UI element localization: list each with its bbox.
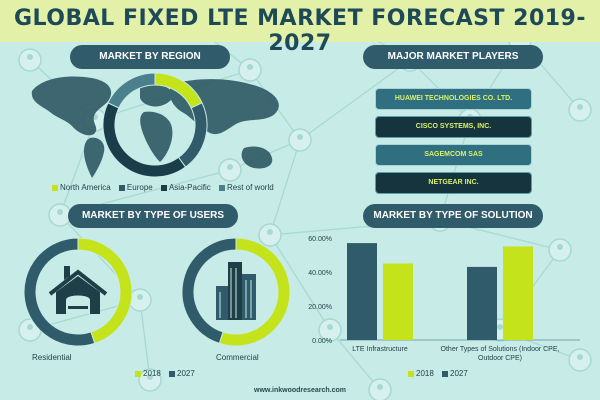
commercial-slices [181, 237, 291, 347]
person-icon [57, 209, 63, 215]
users-legend: 2018 2027 [135, 369, 201, 378]
section-title-players: MAJOR MARKET PLAYERS [363, 45, 543, 69]
bar-2027-1 [503, 246, 533, 340]
network-link [269, 139, 301, 236]
player-huawei: HUAWEI TECHNOLOGIES CO. LTD. [375, 88, 532, 110]
player-netgear: NETGEAR INC. [375, 172, 532, 194]
solution-bar-chart: 0.00% 20.00% 40.00% 60.00% LTE Infrastructur… [308, 236, 580, 362]
person-icon [557, 244, 563, 250]
y-tick-label: 40.00% [308, 270, 332, 277]
footer-url: www.inkwoodresearch.com [254, 387, 346, 394]
person-icon [147, 374, 153, 380]
legend-item-2018: 2018 [408, 369, 434, 378]
person-icon [577, 354, 583, 360]
region-donut-chart [102, 72, 208, 178]
region-slice-rest-of-world [107, 72, 156, 109]
person-icon [137, 294, 143, 300]
player-sagemcom: SAGEMCOM SAS [375, 144, 532, 166]
commercial-donut-chart [181, 237, 291, 347]
network-link [59, 119, 96, 216]
person-icon [247, 64, 253, 70]
person-icon [27, 54, 33, 60]
player-cisco: CISCO SYSTEMS, INC. [375, 116, 532, 138]
person-icon [577, 104, 583, 110]
residential-donut-chart [23, 237, 133, 347]
bar-2018-0 [347, 243, 377, 340]
person-icon [227, 164, 233, 170]
person-icon [327, 324, 333, 330]
commercial-label: Commercial [216, 353, 259, 362]
region-slices [102, 72, 208, 178]
region-slice-europe [177, 102, 208, 168]
residential-slices [23, 237, 133, 347]
section-title-users: MARKET BY TYPE OF USERS [68, 204, 238, 228]
house-icon [48, 266, 108, 314]
legend-item-2018: 2018 [135, 369, 161, 378]
region-slice-asia-pacific [102, 102, 187, 178]
person-icon [27, 324, 33, 330]
y-tick-label: 60.00% [308, 236, 332, 243]
commercial-slice-2027 [181, 237, 237, 344]
legend-item-rest-of-world: Rest of world [218, 183, 274, 192]
residential-label: Residential [32, 353, 72, 362]
network-link [329, 329, 381, 391]
page-title: GLOBAL FIXED LTE MARKET FORECAST 2019-20… [13, 6, 586, 56]
y-tick-label: 0.00% [312, 338, 332, 345]
legend-item-2027: 2027 [169, 369, 195, 378]
section-title-solution: MARKET BY TYPE OF SOLUTION [363, 204, 543, 228]
region-slice-north-america [154, 72, 203, 109]
person-icon [267, 229, 273, 235]
person-icon [297, 134, 303, 140]
world-map-icon [31, 76, 279, 178]
residential-slice-2027 [23, 237, 96, 347]
network-link [269, 234, 331, 331]
person-icon [497, 324, 503, 330]
x-tick-label: LTE Infrastructure [352, 346, 408, 353]
x-tick-label: Other Types of Solutions (Indoor CPE, Out… [441, 346, 560, 362]
office-buildings-icon [216, 262, 256, 320]
title-band [0, 0, 600, 42]
legend-item-2027: 2027 [442, 369, 468, 378]
solution-legend: 2018 2027 [408, 369, 474, 378]
legend-item-asia-pacific: Asia-Pacific [160, 183, 211, 192]
y-tick-label: 20.00% [308, 304, 332, 311]
person-icon [377, 384, 383, 390]
legend-item-north-america: North America [52, 183, 111, 192]
bar-2027-0 [383, 263, 413, 340]
bar-2018-1 [467, 266, 497, 340]
section-title-region: MARKET BY REGION [70, 45, 230, 69]
network-link [139, 299, 151, 381]
legend-item-europe: Europe [118, 183, 153, 192]
region-legend: North America Europe Asia-Pacific Rest o… [52, 183, 280, 192]
network-link [299, 59, 411, 141]
